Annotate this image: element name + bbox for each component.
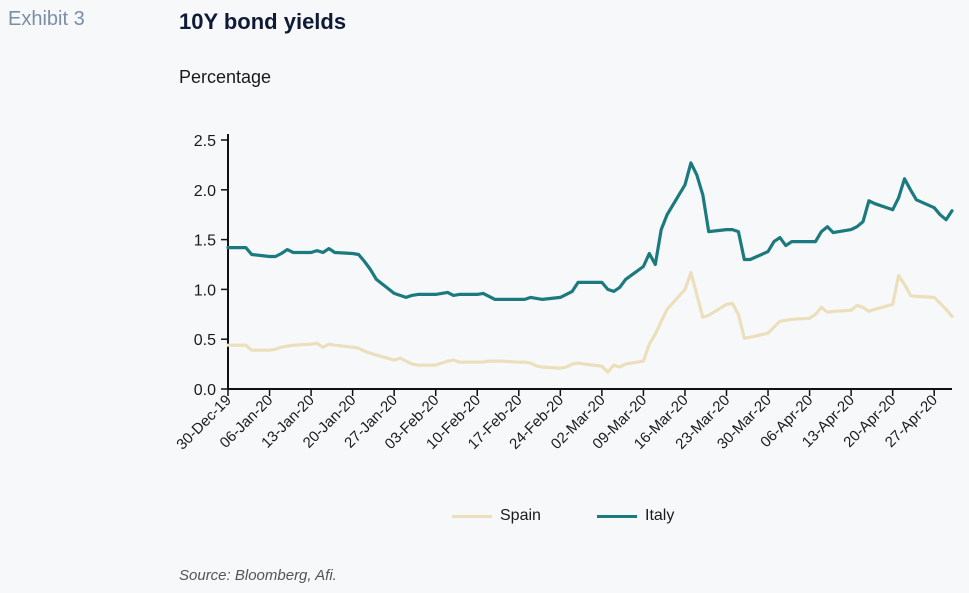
series-lines — [226, 161, 954, 374]
y-tick-label: 0.5 — [194, 332, 216, 349]
series-line-spain — [226, 270, 954, 374]
legend-label-spain: Spain — [500, 507, 541, 524]
y-axis: 0.0 0.5 1.0 1.5 2.0 2.5 — [194, 133, 229, 399]
source-note: Source: Bloomberg, Afi. — [179, 567, 337, 584]
x-axis: 30-Dec-1906-Jan-2013-Jan-2020-Jan-2027-J… — [173, 388, 952, 453]
y-tick-label: 2.5 — [194, 133, 216, 150]
legend-label-italy: Italy — [645, 507, 675, 524]
y-axis-label: Percentage — [179, 67, 272, 87]
legend-swatch-spain — [452, 514, 492, 518]
exhibit-label: Exhibit 3 — [8, 8, 85, 30]
y-tick-label: 2.0 — [194, 183, 216, 200]
legend-item-spain: Spain — [452, 507, 541, 525]
legend-swatch-italy — [597, 514, 637, 518]
legend: Spain Italy — [0, 507, 969, 527]
legend-item-italy: Italy — [597, 507, 674, 525]
y-tick-label: 1.5 — [194, 233, 216, 250]
series-line-italy — [226, 161, 954, 301]
y-tick-label: 1.0 — [194, 282, 216, 299]
chart-title: 10Y bond yields — [179, 9, 347, 34]
y-tick-label: 0.0 — [194, 382, 216, 399]
